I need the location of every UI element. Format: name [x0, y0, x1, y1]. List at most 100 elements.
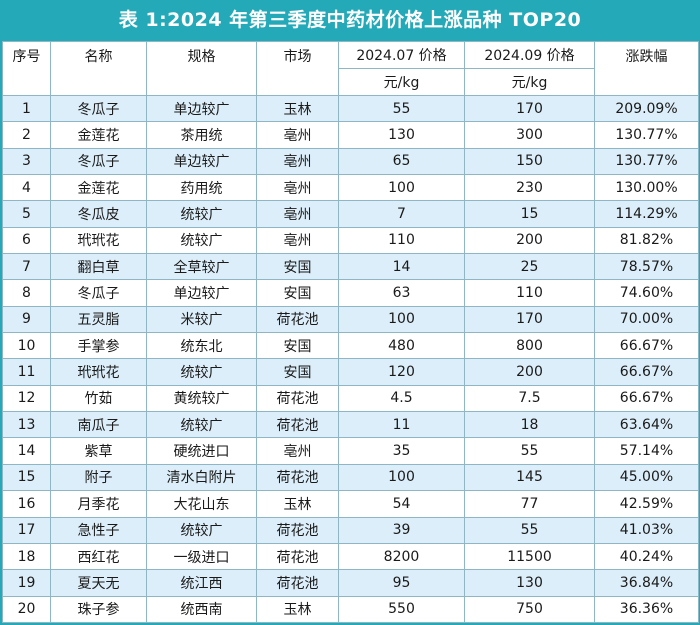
cell-index: 18 — [2, 542, 51, 571]
cell-index: 4 — [2, 174, 51, 202]
cell-name: 玳玳花 — [50, 226, 147, 255]
cell-index: 20 — [2, 595, 51, 624]
cell-market: 玉林 — [256, 595, 339, 624]
cell-spec: 硬统进口 — [146, 437, 257, 465]
cell-price-jul: 11 — [338, 411, 465, 439]
cell-price-sep: 15 — [464, 200, 595, 228]
cell-change: 36.36% — [594, 595, 699, 624]
cell-price-jul: 110 — [338, 226, 465, 255]
cell-spec: 黄统较广 — [146, 384, 257, 413]
header-index: 序号 — [2, 41, 51, 96]
cell-spec: 统较广 — [146, 200, 257, 228]
cell-price-jul: 120 — [338, 358, 465, 386]
cell-index: 17 — [2, 516, 51, 544]
cell-price-jul: 550 — [338, 595, 465, 624]
cell-index: 10 — [2, 332, 51, 360]
cell-index: 16 — [2, 490, 51, 518]
cell-name: 冬瓜子 — [50, 147, 147, 176]
cell-market: 亳州 — [256, 147, 339, 176]
cell-name: 夏天无 — [50, 569, 147, 597]
cell-change: 74.60% — [594, 279, 699, 307]
cell-price-sep: 800 — [464, 332, 595, 360]
table-row: 14 紫草 硬统进口 亳州 35 55 57.14% — [2, 437, 699, 465]
table-row: 7 翻白草 全草较广 安国 14 25 78.57% — [2, 253, 699, 281]
cell-index: 15 — [2, 463, 51, 492]
cell-name: 月季花 — [50, 490, 147, 518]
cell-name: 南瓜子 — [50, 411, 147, 439]
table-row: 6 玳玳花 统较广 亳州 110 200 81.82% — [2, 226, 699, 255]
table-row: 16 月季花 大花山东 玉林 54 77 42.59% — [2, 490, 699, 518]
header-spec: 规格 — [146, 41, 257, 96]
cell-price-jul: 35 — [338, 437, 465, 465]
cell-price-sep: 130 — [464, 569, 595, 597]
header-name: 名称 — [50, 41, 147, 96]
cell-price-sep: 11500 — [464, 542, 595, 571]
table-row: 9 五灵脂 米较广 荷花池 100 170 70.00% — [2, 305, 699, 334]
cell-market: 安国 — [256, 279, 339, 307]
table-row: 5 冬瓜皮 统较广 亳州 7 15 114.29% — [2, 200, 699, 228]
cell-market: 玉林 — [256, 490, 339, 518]
table-row: 3 冬瓜子 单边较广 亳州 65 150 130.77% — [2, 147, 699, 176]
cell-spec: 清水白附片 — [146, 463, 257, 492]
table-row: 17 急性子 统较广 荷花池 39 55 41.03% — [2, 516, 699, 544]
cell-market: 亳州 — [256, 200, 339, 228]
cell-index: 12 — [2, 384, 51, 413]
cell-price-jul: 4.5 — [338, 384, 465, 413]
cell-name: 五灵脂 — [50, 305, 147, 334]
price-table: 序号 名称 规格 市场 2024.07 价格 2024.09 价格 涨跌幅 元/… — [2, 41, 699, 624]
header-unit-sep: 元/kg — [464, 68, 595, 96]
cell-spec: 单边较广 — [146, 147, 257, 176]
cell-market: 亳州 — [256, 121, 339, 149]
cell-spec: 统江西 — [146, 569, 257, 597]
cell-spec: 米较广 — [146, 305, 257, 334]
table-row: 11 玳玳花 统较广 安国 120 200 66.67% — [2, 358, 699, 386]
cell-index: 2 — [2, 121, 51, 149]
cell-name: 珠子参 — [50, 595, 147, 624]
cell-spec: 统东北 — [146, 332, 257, 360]
cell-spec: 药用统 — [146, 174, 257, 202]
cell-spec: 统较广 — [146, 226, 257, 255]
cell-price-jul: 39 — [338, 516, 465, 544]
cell-price-sep: 170 — [464, 305, 595, 334]
cell-price-jul: 100 — [338, 463, 465, 492]
cell-market: 荷花池 — [256, 305, 339, 334]
cell-index: 7 — [2, 253, 51, 281]
cell-price-sep: 200 — [464, 358, 595, 386]
table-row: 8 冬瓜子 单边较广 安国 63 110 74.60% — [2, 279, 699, 307]
cell-price-jul: 55 — [338, 94, 465, 123]
cell-name: 竹茹 — [50, 384, 147, 413]
cell-name: 西红花 — [50, 542, 147, 571]
cell-change: 41.03% — [594, 516, 699, 544]
cell-price-sep: 230 — [464, 174, 595, 202]
cell-index: 19 — [2, 569, 51, 597]
cell-index: 6 — [2, 226, 51, 255]
cell-price-jul: 95 — [338, 569, 465, 597]
table-row: 12 竹茹 黄统较广 荷花池 4.5 7.5 66.67% — [2, 384, 699, 413]
cell-price-sep: 110 — [464, 279, 595, 307]
cell-market: 安国 — [256, 332, 339, 360]
cell-price-sep: 55 — [464, 437, 595, 465]
header-price-sep: 2024.09 价格 — [464, 41, 595, 69]
cell-market: 荷花池 — [256, 411, 339, 439]
cell-name: 冬瓜子 — [50, 279, 147, 307]
cell-price-jul: 100 — [338, 174, 465, 202]
cell-change: 70.00% — [594, 305, 699, 334]
cell-name: 附子 — [50, 463, 147, 492]
cell-change: 130.77% — [594, 147, 699, 176]
cell-price-sep: 750 — [464, 595, 595, 624]
cell-price-jul: 54 — [338, 490, 465, 518]
cell-market: 荷花池 — [256, 516, 339, 544]
cell-change: 130.77% — [594, 121, 699, 149]
table-row: 15 附子 清水白附片 荷花池 100 145 45.00% — [2, 463, 699, 492]
cell-price-sep: 55 — [464, 516, 595, 544]
cell-index: 3 — [2, 147, 51, 176]
cell-spec: 单边较广 — [146, 279, 257, 307]
cell-index: 14 — [2, 437, 51, 465]
cell-change: 114.29% — [594, 200, 699, 228]
cell-spec: 单边较广 — [146, 94, 257, 123]
cell-price-sep: 170 — [464, 94, 595, 123]
header-change: 涨跌幅 — [594, 41, 699, 96]
cell-change: 66.67% — [594, 358, 699, 386]
cell-price-sep: 77 — [464, 490, 595, 518]
